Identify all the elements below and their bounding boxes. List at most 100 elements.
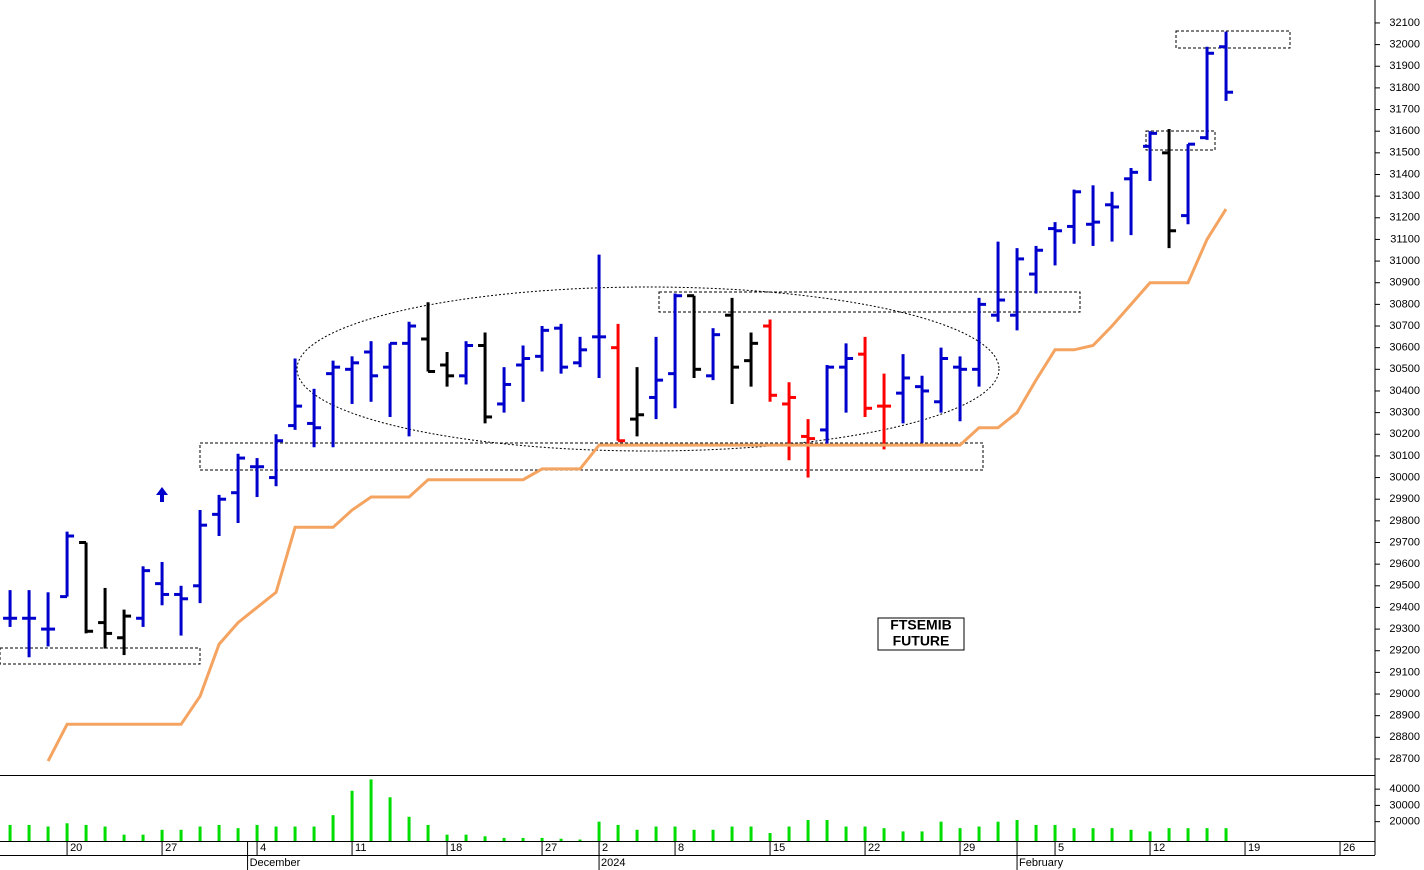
y-tick-label: 30400: [1389, 385, 1420, 397]
y-tick-label: 29900: [1389, 493, 1420, 505]
volume-bar: [749, 826, 753, 841]
volume-bar: [350, 790, 354, 841]
annotation: FTSEMIB: [890, 617, 951, 633]
y-tick-label: 31800: [1389, 82, 1420, 94]
y-tick-label: 30800: [1389, 298, 1420, 310]
y-tick-label: 31400: [1389, 168, 1420, 180]
volume-bar: [236, 828, 240, 841]
volume-bar: [521, 837, 525, 841]
volume-bar: [46, 826, 50, 841]
x-tick-label: 19: [1248, 842, 1260, 854]
volume-bar: [673, 826, 677, 841]
volume-bar: [84, 824, 88, 841]
x-tick-label: 15: [773, 842, 785, 854]
volume-bar: [198, 826, 202, 841]
y-tick-label: 29000: [1389, 688, 1420, 700]
volume-bar: [445, 834, 449, 841]
label-box: [877, 617, 965, 651]
volume-bar: [293, 826, 297, 841]
y-tick-label: 31900: [1389, 60, 1420, 72]
y-tick-label: 31000: [1389, 255, 1420, 267]
volume-bar: [768, 833, 772, 841]
y-tick-label: 30500: [1389, 363, 1420, 375]
volume-bar: [426, 824, 430, 841]
y-tick-label: 31500: [1389, 147, 1420, 159]
volume-bar: [141, 834, 145, 841]
volume-bar: [996, 821, 1000, 841]
volume-bar: [559, 838, 563, 841]
volume-bar: [958, 828, 962, 841]
y-tick-label: 28700: [1389, 753, 1420, 765]
x-tick-label: 22: [868, 842, 880, 854]
y-tick-label: 29400: [1389, 601, 1420, 613]
volume-bar: [939, 821, 943, 841]
y-tick-label: 29500: [1389, 580, 1420, 592]
y-tick-label: 31100: [1390, 233, 1420, 245]
y-tick-label: 31600: [1389, 125, 1420, 137]
volume-bar: [730, 826, 734, 841]
y-tick-label: 30300: [1389, 407, 1420, 419]
y-tick-label: 30100: [1389, 450, 1420, 462]
volume-bar: [502, 837, 506, 841]
y-tick-label: 28800: [1389, 731, 1420, 743]
volume-bar: [616, 824, 620, 841]
volume-bar: [1072, 828, 1076, 841]
month-label: February: [1019, 857, 1064, 869]
annotation: FUTURE: [893, 633, 950, 649]
x-tick-label: 27: [165, 842, 177, 854]
volume-bar: [1110, 828, 1114, 841]
volume-bar: [255, 824, 259, 841]
volume-bar: [787, 826, 791, 841]
volume-bar: [407, 816, 411, 841]
month-label: 2024: [601, 857, 625, 869]
volume-bar: [464, 834, 468, 841]
volume-bar: [977, 826, 981, 841]
y-tick-label: 29800: [1389, 515, 1420, 527]
volume-bar: [1205, 828, 1209, 841]
volume-bar: [540, 837, 544, 841]
y-tick-label: 32000: [1389, 39, 1420, 51]
y-tick-label: 31200: [1389, 212, 1420, 224]
y-tick-label: 30000: [1389, 471, 1420, 483]
month-label: December: [250, 857, 301, 869]
x-tick-label: 2: [602, 842, 608, 854]
volume-bar: [1091, 828, 1095, 841]
volume-bar: [217, 824, 221, 841]
y-tick-label: 32100: [1389, 17, 1420, 29]
y-tick-label: 29600: [1389, 558, 1420, 570]
y-tick-label: 29200: [1389, 645, 1420, 657]
volume-bar: [806, 820, 810, 841]
volume-bar: [863, 826, 867, 841]
x-tick-label: 4: [260, 842, 266, 854]
volume-bar: [711, 829, 715, 841]
volume-bar: [1148, 831, 1152, 841]
volume-bar: [1129, 829, 1133, 841]
dashed-box: [1175, 30, 1291, 49]
volume-bar: [388, 797, 392, 841]
volume-bar: [274, 826, 278, 841]
dashed-box: [658, 291, 1081, 313]
volume-bar: [920, 831, 924, 841]
volume-bar: [692, 829, 696, 841]
volume-bar: [312, 826, 316, 841]
volume-bar: [331, 815, 335, 841]
annotations: [0, 30, 1291, 665]
x-tick-label: 11: [355, 842, 366, 854]
up-arrow: [156, 487, 168, 502]
volume-bar: [901, 831, 905, 841]
volume-bar: [1034, 824, 1038, 841]
y-tick-label: 30600: [1389, 342, 1420, 354]
x-tick-label: 18: [450, 842, 462, 854]
y-tick-label: 20000: [1389, 816, 1420, 828]
volume-bar: [122, 834, 126, 841]
dashed-box: [0, 647, 201, 665]
volume-bar: [369, 779, 373, 841]
volume-bar: [179, 829, 183, 841]
x-tick-label: 8: [678, 842, 684, 854]
y-tick-label: 31300: [1389, 190, 1420, 202]
y-tick-label: 31700: [1389, 103, 1420, 115]
volume-bar: [825, 820, 829, 841]
y-tick-label: 29700: [1389, 536, 1420, 548]
